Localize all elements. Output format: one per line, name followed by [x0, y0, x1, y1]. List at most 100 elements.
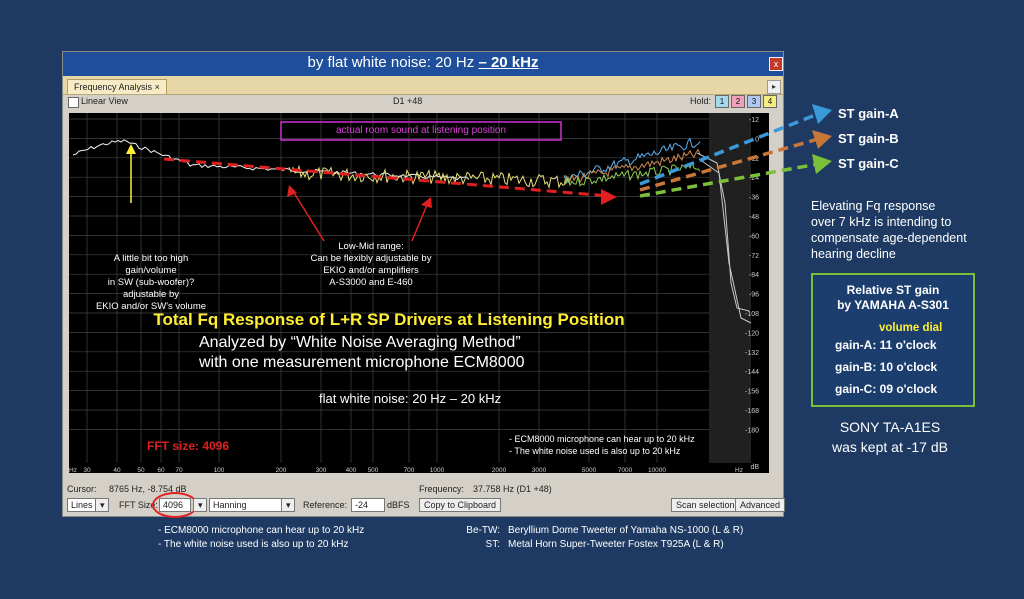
hold-button-3[interactable]: 3 — [747, 95, 761, 108]
st-gain-a-arrow — [639, 112, 819, 186]
response-trace-white — [72, 139, 470, 181]
legend-text: actual room sound at listening position — [335, 125, 507, 136]
trend-arrowhead — [601, 189, 617, 205]
hold-label: Hold: — [690, 96, 712, 106]
driver-labels: Be-TW: ST: — [440, 524, 500, 552]
gain-box-title-line: Relative ST gain — [846, 283, 940, 297]
y-tick-label: -24 — [749, 175, 759, 182]
mid-annotation-arrow-1 — [290, 187, 325, 242]
footer-notes: - ECM8000 microphone can hear up to 20 k… — [158, 524, 364, 552]
method-line: with one measurement microphone ECM8000 — [199, 354, 525, 371]
lines-dropdown-icon[interactable]: ▾ — [95, 498, 109, 512]
reference-field[interactable]: -24 — [351, 498, 385, 512]
y-tick-label: -12 — [749, 117, 759, 124]
copy-to-clipboard-button[interactable]: Copy to Clipboard — [419, 498, 502, 512]
y-tick-label: -96 — [749, 292, 759, 299]
footer-note-line: - ECM8000 microphone can hear up to 20 k… — [158, 525, 365, 536]
tab-strip: Frequency Analysis × ▸ — [63, 76, 783, 95]
response-rolloff — [696, 152, 752, 324]
elevating-note-line: hearing decline — [811, 247, 896, 261]
fft-dropdown-icon[interactable]: ▾ — [193, 498, 207, 512]
trend-arrow-line — [163, 157, 610, 198]
mid-annotation-line: Can be flexibly adjustable by — [310, 253, 432, 264]
driver-descriptions: Beryllium Dome Tweeter of Yamaha NS-1000… — [508, 524, 743, 552]
tab-label: Frequency Analysis — [74, 82, 153, 92]
hold-button-1[interactable]: 1 — [715, 95, 729, 108]
method-line: Analyzed by “White Noise Averaging Metho… — [199, 334, 521, 351]
x-tick-label: 10000 — [648, 467, 666, 473]
y-tick-label: 0 — [755, 136, 759, 143]
st-label: ST: — [485, 539, 500, 550]
window-title: by flat white noise: 20 Hz – 20 kHz — [307, 54, 539, 71]
cursor-value: 8765 Hz, -8.754 dB — [109, 484, 187, 494]
footer-note-line: - The white noise used is also up to 20 … — [158, 539, 349, 550]
x-tick-label: 100 — [214, 467, 225, 473]
gain-b-value: gain-B: 10 o'clock — [835, 360, 938, 374]
x-tick-label: 70 — [175, 467, 183, 473]
betw-description: Beryllium Dome Tweeter of Yamaha NS-1000… — [508, 525, 744, 536]
linear-view-checkbox[interactable] — [68, 97, 79, 108]
plot-canvas: -120-12-24-36-48-60-72-84-96-108-120-132… — [69, 113, 759, 473]
mid-annotation-line: Low-Mid range: — [338, 241, 404, 252]
y-tick-label: -60 — [749, 233, 759, 240]
y-tick-label: -48 — [749, 214, 759, 221]
x-tick-label: 2000 — [492, 467, 507, 473]
tab-frequency-analysis[interactable]: Frequency Analysis × — [67, 79, 167, 94]
window-titlebar: by flat white noise: 20 Hz – 20 kHz x — [63, 52, 783, 76]
volume-dial-label: volume dial — [879, 322, 943, 334]
window-select[interactable]: Hanning — [209, 498, 287, 512]
x-tick-label: 7000 — [618, 467, 633, 473]
mic-note-line: - The white noise used is also up to 20 … — [509, 446, 681, 456]
method-text: Analyzed by “White Noise Averaging Metho… — [199, 333, 599, 373]
y-tick-label: -12 — [749, 156, 759, 163]
sw-annotation: A little bit too high gain/volume in SW … — [81, 253, 221, 313]
x-tick-label: 30 — [83, 467, 91, 473]
hold-button-4[interactable]: 4 — [763, 95, 777, 108]
sony-note-line: was kept at -17 dB — [832, 439, 948, 455]
y-tick-label: -144 — [745, 369, 759, 376]
y-tick-label: -36 — [749, 195, 759, 202]
sony-note: SONY TA-A1ES was kept at -17 dB — [800, 417, 980, 457]
sw-annotation-line: EKIO and/or SW's volume — [95, 301, 207, 312]
y-tick-label: -72 — [749, 253, 759, 260]
x-tick-label: 500 — [368, 467, 379, 473]
y-tick-label: -120 — [745, 330, 759, 337]
elevating-note-line: Elevating Fq response — [811, 199, 936, 213]
reference-unit: dBFS — [387, 500, 410, 510]
fft-size-label: FFT Size: — [119, 500, 158, 510]
legend-box — [280, 121, 562, 141]
channel-label: D1 +48 — [393, 96, 423, 106]
elevating-note: Elevating Fq response over 7 kHz is inte… — [811, 198, 1001, 262]
mid-annotation: Low-Mid range: Can be flexibly adjustabl… — [291, 241, 451, 289]
elevating-note-line: over 7 kHz is intending to — [811, 215, 952, 229]
x-tick-label: Hz — [735, 467, 743, 473]
relative-st-gain-box: Relative ST gain by YAMAHA A-S301 volume… — [811, 273, 975, 407]
sw-annotation-line: in SW (sub-woofer)? — [107, 277, 195, 288]
close-button[interactable]: x — [769, 57, 783, 71]
mid-annotation-line: EKIO and/or amplifiers — [323, 265, 419, 276]
advanced-button[interactable]: Advanced — [735, 498, 786, 512]
tab-scroll-icon[interactable]: ▸ — [767, 80, 781, 94]
x-tick-label: 1000 — [430, 467, 445, 473]
y-tick-label: -168 — [745, 408, 759, 415]
x-tick-label: 400 — [346, 467, 357, 473]
hold-button-2[interactable]: 2 — [731, 95, 745, 108]
scan-selection-button[interactable]: Scan selection — [671, 498, 740, 512]
cursor-label: Cursor: — [67, 484, 97, 494]
st-description: Metal Horn Super-Tweeter Fostex T925A (L… — [508, 539, 724, 550]
mic-note: - ECM8000 microphone can hear up to 20 k… — [509, 433, 695, 457]
st-gain-b-arrow — [639, 137, 819, 192]
mid-annotation-line: A-S3000 and E-460 — [329, 277, 413, 288]
tab-close-icon[interactable]: × — [154, 82, 160, 92]
st-gain-c-label: ST gain-C — [838, 156, 899, 171]
frequency-response-plot[interactable]: -12 0 -12 -24 -36 -48 -60 -72 -84 -96 -108 -120 -132… — [69, 113, 769, 473]
window-dropdown-icon[interactable]: ▾ — [281, 498, 295, 512]
x-tick-label: 200 — [276, 467, 287, 473]
sw-annotation-line: gain/volume — [125, 265, 177, 276]
response-trace-yellow — [288, 164, 570, 190]
x-tick-label: 60 — [157, 467, 165, 473]
y-tick-label: -156 — [745, 389, 759, 396]
x-tick-label: 50 — [137, 467, 145, 473]
y-tick-label: -180 — [745, 427, 759, 434]
